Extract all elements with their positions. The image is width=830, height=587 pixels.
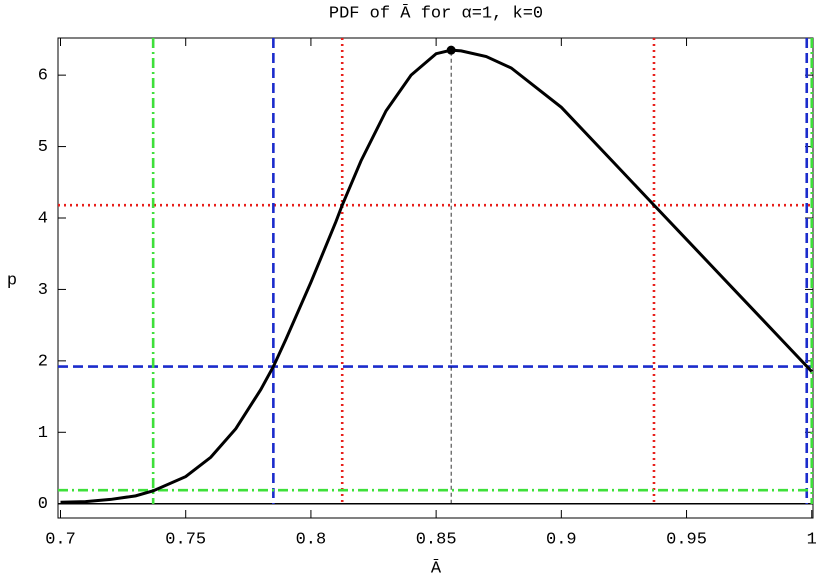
y-tick-label: 4	[38, 209, 48, 228]
x-tick-label: 0.8	[296, 530, 327, 549]
y-tick-label: 5	[38, 138, 48, 157]
x-tick-label: 0.85	[416, 530, 457, 549]
x-tick-label: 0.75	[165, 530, 206, 549]
y-axis-label: p	[7, 271, 17, 290]
data-line	[60, 48, 813, 504]
y-tick-label: 1	[38, 424, 48, 443]
y-tick-label: 3	[38, 281, 48, 300]
peak-point	[446, 45, 456, 55]
chart-title: PDF of Ā for α=1, k=0	[329, 4, 543, 23]
x-tick-label: 0.7	[45, 530, 76, 549]
y-tick-label: 6	[38, 67, 48, 86]
x-tick-label: 0.95	[666, 530, 707, 549]
y-tick-label: 2	[38, 352, 48, 371]
x-axis-label: Ā	[431, 559, 442, 578]
plot-frame	[57, 37, 814, 519]
y-tick-label: 0	[38, 495, 48, 514]
x-tick-label: 0.9	[546, 530, 577, 549]
x-tick-label: 1	[807, 530, 817, 549]
